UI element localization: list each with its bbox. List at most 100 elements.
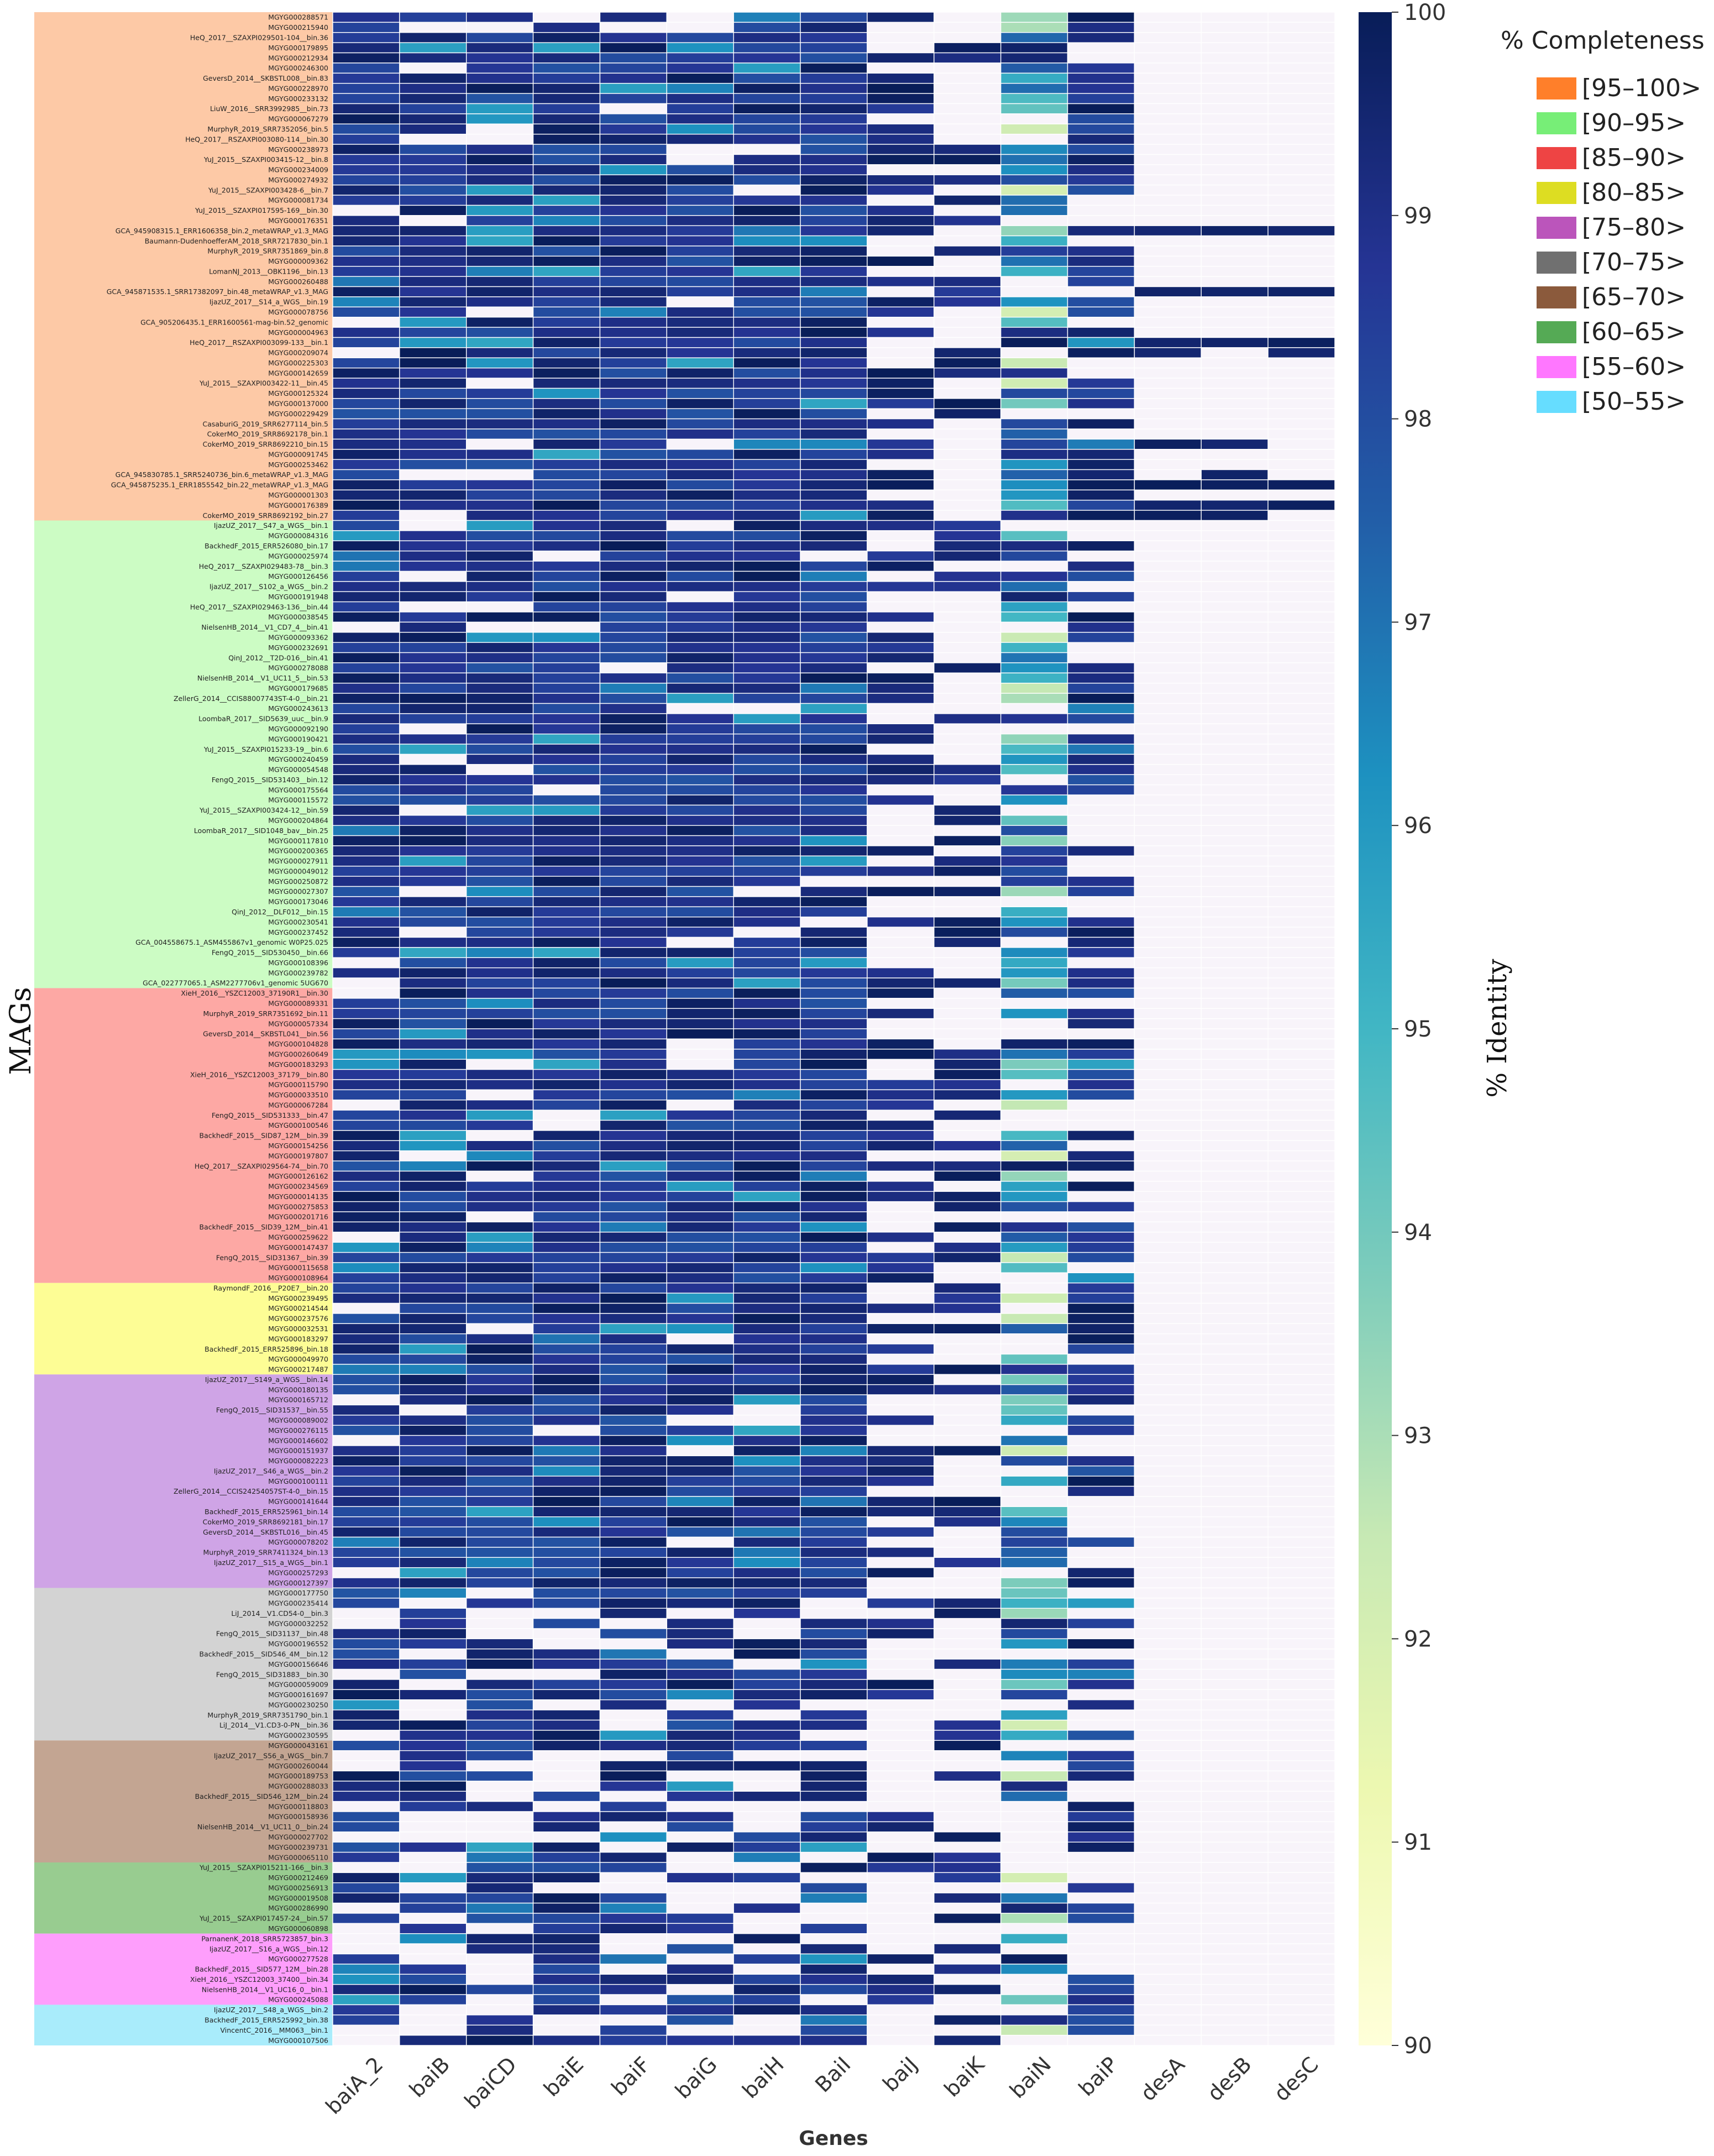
- heatmap-cell: [532, 1730, 601, 1741]
- heatmap-cell: [399, 1587, 467, 1599]
- heatmap-cell: [666, 744, 734, 755]
- mag-label: LiJ_2014__V1.CD54-0__bin.3: [231, 1609, 328, 1618]
- mag-label: XieH_2016__YSZC12003_37190R1__bin.30: [181, 989, 328, 997]
- heatmap-cell: [599, 1506, 668, 1517]
- heatmap-cell: [532, 1425, 601, 1436]
- heatmap-cell: [1201, 866, 1269, 877]
- heatmap-cell: [332, 276, 400, 287]
- heatmap-cell: [1134, 510, 1202, 521]
- heatmap-cell: [666, 1435, 734, 1446]
- heatmap-cell: [1267, 1283, 1335, 1294]
- heatmap-cell: [1267, 1485, 1335, 1497]
- completeness-band: [34, 1740, 333, 1862]
- heatmap-cell: [1267, 103, 1335, 114]
- heatmap-cell: [867, 32, 935, 43]
- heatmap-cell: [867, 398, 935, 409]
- heatmap-cell: [934, 1974, 1002, 1985]
- heatmap-cell: [399, 1008, 467, 1019]
- heatmap-cell: [599, 1984, 668, 1995]
- heatmap-cell: [800, 540, 868, 552]
- mag-label: FengQ_2015__SID31883__bin.30: [216, 1670, 328, 1678]
- heatmap-cell: [800, 215, 868, 226]
- heatmap-cell: [1201, 1882, 1269, 1893]
- heatmap-cell: [599, 2004, 668, 2016]
- heatmap-cell: [599, 12, 668, 23]
- heatmap-cell: [733, 1140, 801, 1152]
- heatmap-cell: [599, 530, 668, 541]
- heatmap-cell: [532, 1791, 601, 1802]
- heatmap-cell: [1000, 2004, 1068, 2016]
- heatmap-cell: [1000, 103, 1068, 114]
- heatmap-cell: [1267, 357, 1335, 369]
- heatmap-cell: [399, 835, 467, 846]
- heatmap-cell: [867, 1100, 935, 1111]
- heatmap-cell: [666, 723, 734, 735]
- heatmap-cell: [1134, 1242, 1202, 1253]
- heatmap-cell: [1067, 2004, 1135, 2016]
- heatmap-cell: [399, 1242, 467, 1253]
- heatmap-cell: [934, 1618, 1002, 1629]
- heatmap-cell: [1067, 245, 1135, 257]
- heatmap-cell: [666, 662, 734, 674]
- heatmap-cell: [1134, 1567, 1202, 1578]
- heatmap-cell: [1067, 1577, 1135, 1589]
- heatmap-cell: [1201, 418, 1269, 430]
- heatmap-cell: [399, 1933, 467, 1944]
- heatmap-cell: [399, 733, 467, 745]
- heatmap-cell: [532, 540, 601, 552]
- heatmap-cell: [733, 1902, 801, 1914]
- heatmap-cell: [1067, 1211, 1135, 1223]
- heatmap-cell: [666, 1232, 734, 1243]
- heatmap-cell: [800, 804, 868, 816]
- heatmap-cell: [1134, 794, 1202, 806]
- heatmap-cell: [867, 1292, 935, 1304]
- heatmap-cell: [532, 1485, 601, 1497]
- heatmap-cell: [332, 1984, 400, 1995]
- heatmap-cell: [1267, 1953, 1335, 1965]
- heatmap-cell: [1267, 245, 1335, 257]
- heatmap-cell: [1267, 1709, 1335, 1721]
- heatmap-cell: [934, 753, 1002, 765]
- mag-label: HeQ_2017__RSZAXPI003080-114__bin.30: [185, 135, 328, 143]
- heatmap-cell: [399, 2024, 467, 2036]
- heatmap-cell: [466, 1313, 534, 1325]
- heatmap-cell: [1067, 489, 1135, 501]
- mag-label: FengQ_2015__SID530450__bin.66: [212, 949, 328, 957]
- heatmap-cell: [1267, 733, 1335, 745]
- heatmap-cell: [1201, 1059, 1269, 1070]
- colorbar-tick-label: 95: [1404, 1017, 1432, 1042]
- heatmap-cell: [532, 825, 601, 836]
- heatmap-cell: [666, 947, 734, 958]
- heatmap-cell: [1067, 1526, 1135, 1538]
- heatmap-cell: [666, 815, 734, 826]
- heatmap-cell: [399, 1791, 467, 1802]
- heatmap-cell: [1067, 886, 1135, 897]
- heatmap-cell: [1201, 886, 1269, 897]
- heatmap-cell: [1000, 672, 1068, 684]
- heatmap-cell: [466, 703, 534, 714]
- heatmap-cell: [399, 1994, 467, 2006]
- heatmap-cell: [1000, 1831, 1068, 1843]
- heatmap-cell: [800, 794, 868, 806]
- mag-label: MGYG000049012: [268, 867, 328, 875]
- heatmap-cell: [599, 1791, 668, 1802]
- heatmap-cell: [867, 1994, 935, 2006]
- heatmap-cell: [332, 703, 400, 714]
- heatmap-cell: [1201, 1333, 1269, 1344]
- mag-label: ZellerG_2014__CCIS24254057ST-4-0__bin.15: [174, 1487, 328, 1495]
- heatmap-cell: [532, 723, 601, 735]
- heatmap-cell: [666, 581, 734, 592]
- heatmap-cell: [1134, 1374, 1202, 1385]
- heatmap-cell: [1000, 1485, 1068, 1497]
- mag-label: RaymondF_2016__P20E7__bin.20: [213, 1284, 328, 1292]
- heatmap-cell: [800, 815, 868, 826]
- heatmap-cell: [1067, 1516, 1135, 1527]
- heatmap-cell: [599, 174, 668, 186]
- heatmap-cell: [532, 1740, 601, 1751]
- heatmap-cell: [733, 1018, 801, 1029]
- heatmap-cell: [733, 1221, 801, 1233]
- heatmap-cell: [1067, 1435, 1135, 1446]
- heatmap-cell: [1201, 1638, 1269, 1650]
- heatmap-cell: [666, 1638, 734, 1650]
- heatmap-cell: [666, 62, 734, 74]
